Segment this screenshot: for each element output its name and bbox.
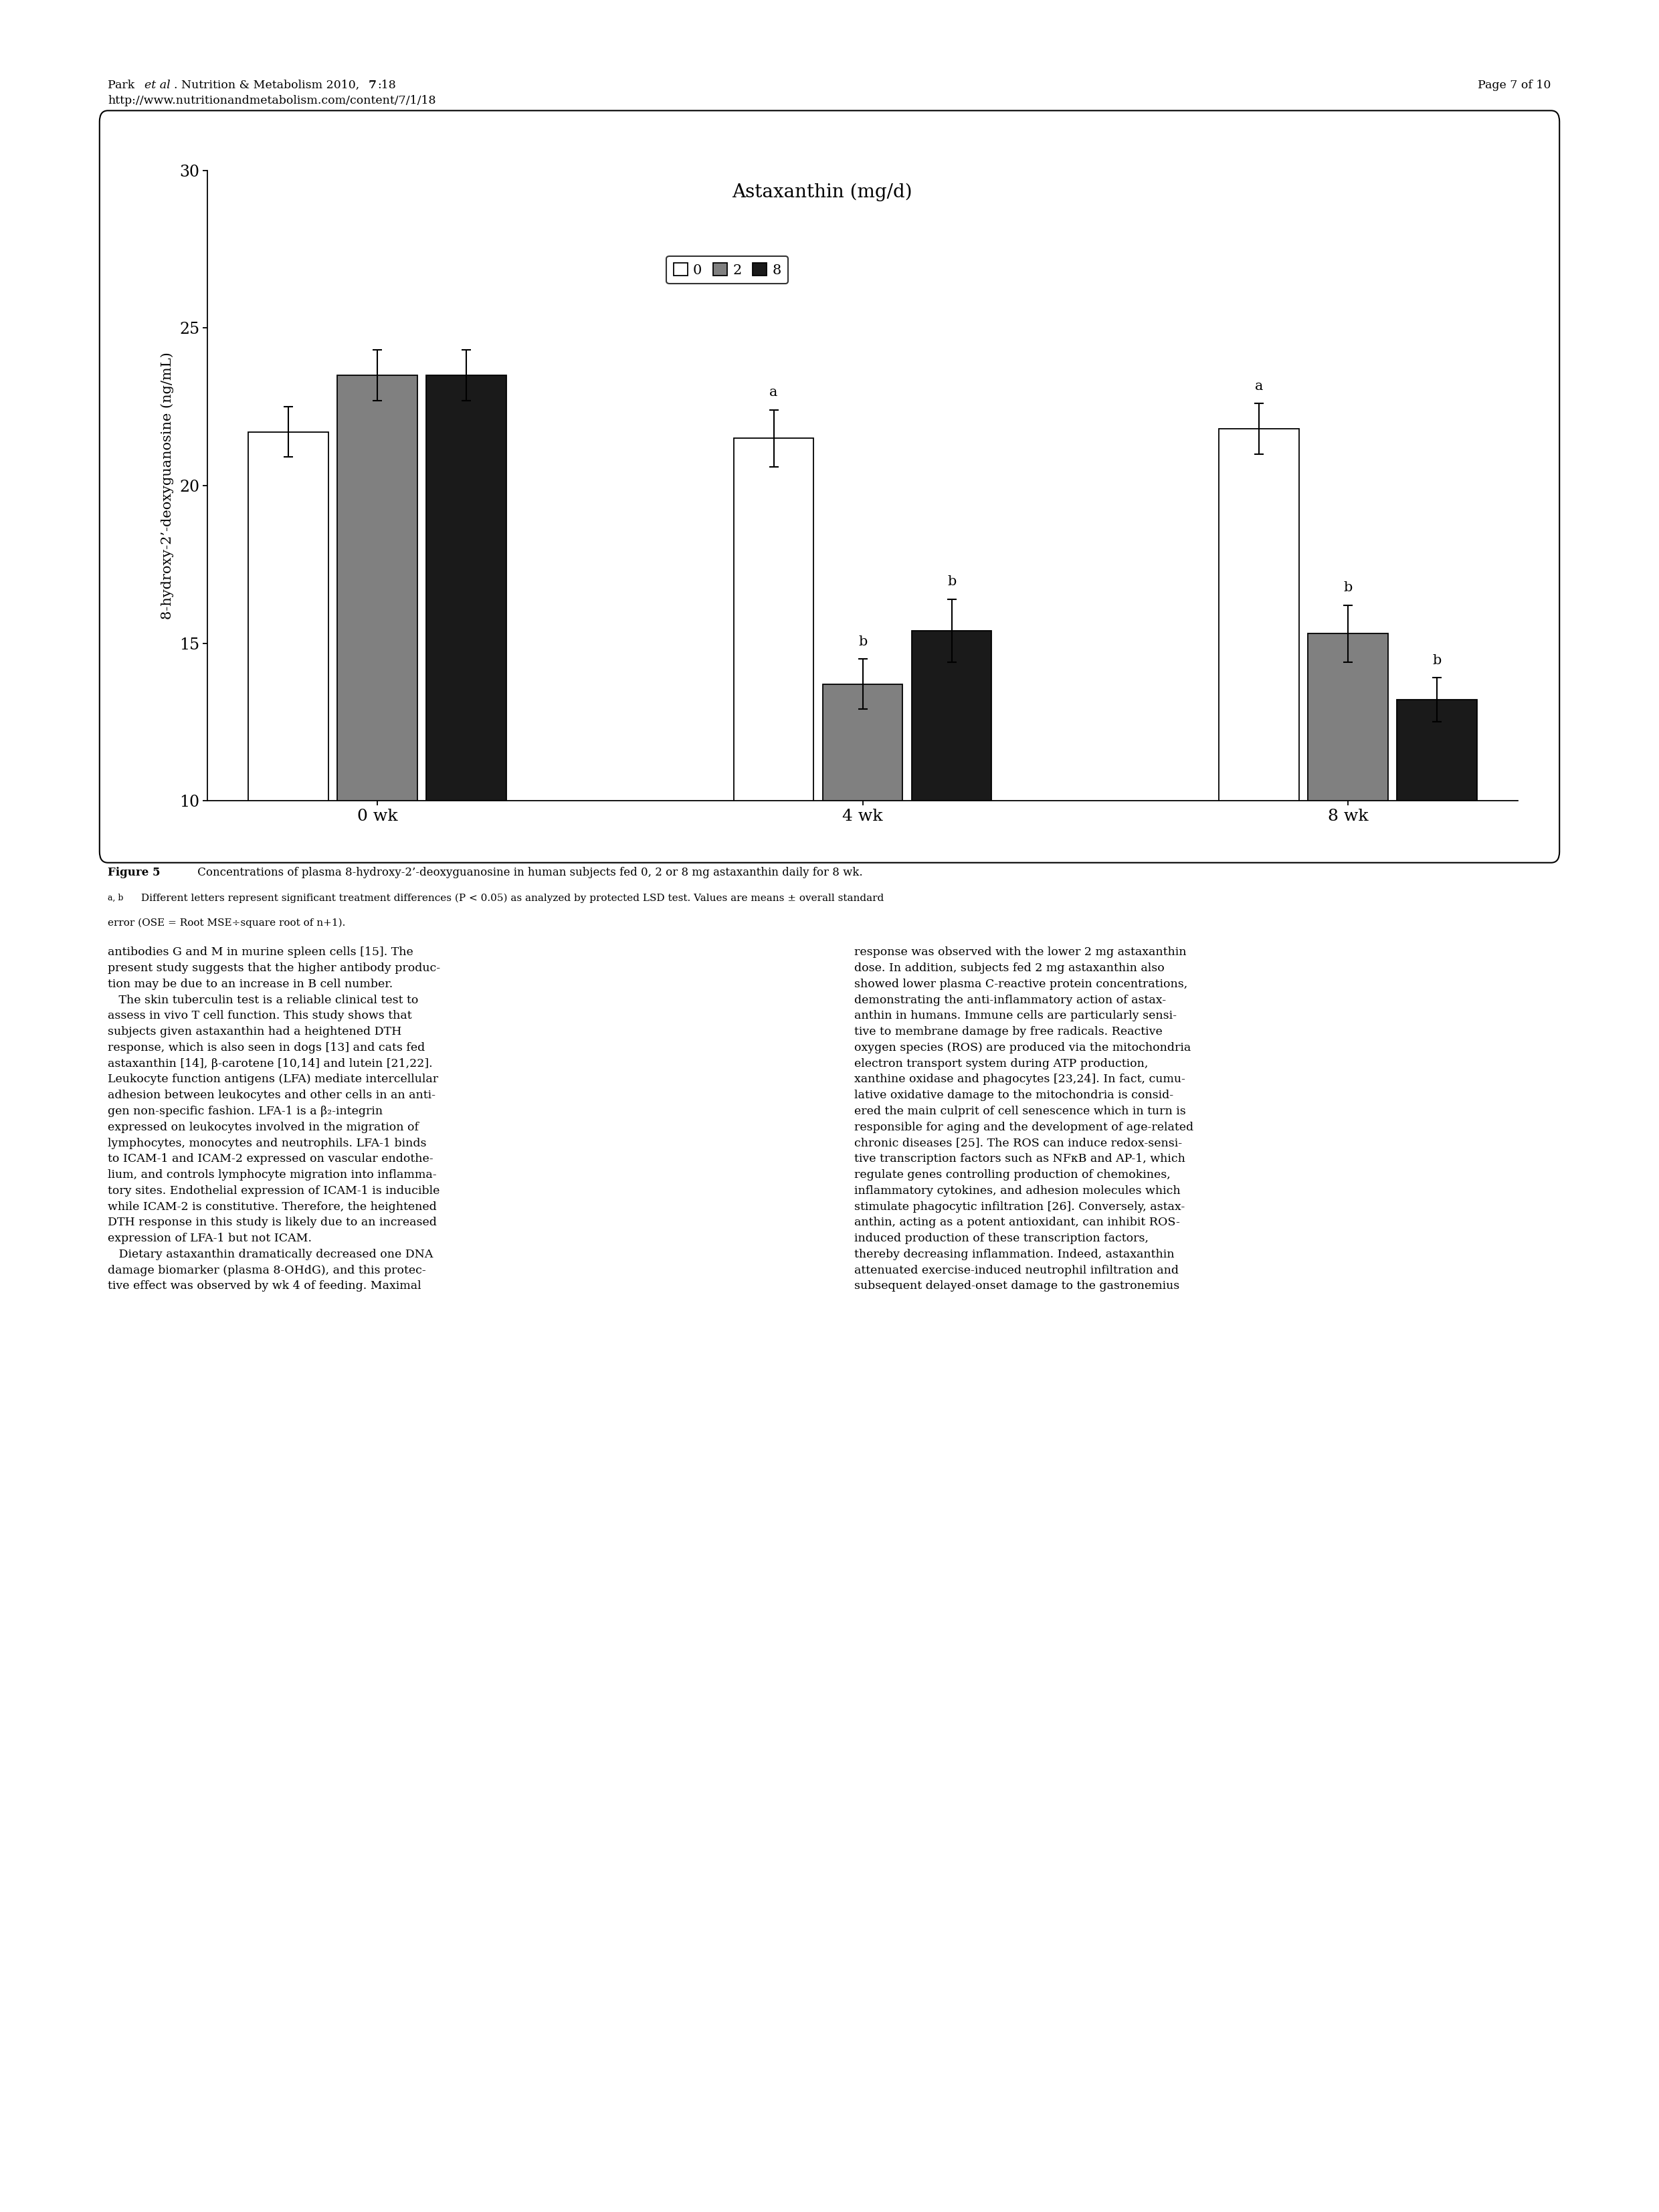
Bar	[1307, 633, 1389, 801]
Bar	[426, 376, 506, 801]
Text: Page 7 of 10: Page 7 of 10	[1478, 80, 1551, 91]
Text: b: b	[1433, 655, 1442, 666]
Bar	[1219, 429, 1299, 801]
Bar	[912, 630, 992, 801]
Text: a: a	[1254, 380, 1262, 392]
Text: b: b	[947, 575, 956, 588]
Text: error (OSE = Root MSE÷square root of n+1).: error (OSE = Root MSE÷square root of n+1…	[108, 918, 345, 927]
Text: a, b: a, b	[108, 894, 123, 902]
Text: . Nutrition & Metabolism 2010,: . Nutrition & Metabolism 2010,	[174, 80, 363, 91]
Text: http://www.nutritionandmetabolism.com/content/7/1/18: http://www.nutritionandmetabolism.com/co…	[108, 95, 436, 106]
Bar	[1397, 699, 1477, 801]
Text: 7: 7	[368, 80, 377, 91]
Text: b: b	[1344, 582, 1352, 595]
Text: :18: :18	[378, 80, 397, 91]
Text: response was observed with the lower 2 mg astaxanthin
dose. In addition, subject: response was observed with the lower 2 m…	[854, 947, 1193, 1292]
Bar	[733, 438, 813, 801]
Text: Different letters represent significant treatment differences (P < 0.05) as anal: Different letters represent significant …	[138, 894, 884, 902]
Text: et al: et al	[144, 80, 171, 91]
Bar	[337, 376, 418, 801]
Text: Concentrations of plasma 8-hydroxy-2’-deoxyguanosine in human subjects fed 0, 2 : Concentrations of plasma 8-hydroxy-2’-de…	[194, 867, 863, 878]
Bar	[823, 684, 902, 801]
Text: Figure 5: Figure 5	[108, 867, 161, 878]
Text: antibodies G and M in murine spleen cells [15]. The
present study suggests that : antibodies G and M in murine spleen cell…	[108, 947, 440, 1292]
Text: a: a	[770, 387, 778, 398]
Text: Park: Park	[108, 80, 138, 91]
Legend: 0, 2, 8: 0, 2, 8	[667, 257, 788, 283]
Bar	[249, 431, 328, 801]
Text: Astaxanthin (mg/d): Astaxanthin (mg/d)	[732, 184, 912, 201]
Text: b: b	[858, 635, 868, 648]
Y-axis label: 8-hydroxy-2’-deoxyguanosine (ng/mL): 8-hydroxy-2’-deoxyguanosine (ng/mL)	[161, 352, 174, 619]
